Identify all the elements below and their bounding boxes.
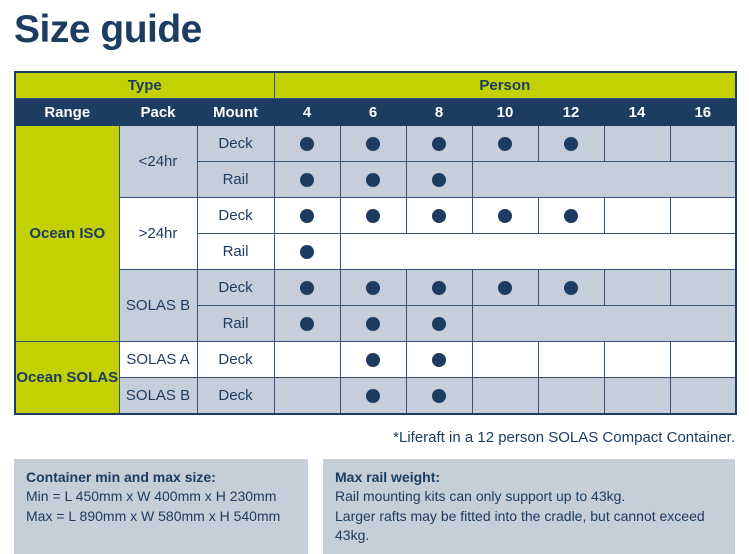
table-row: SOLAS B Deck bbox=[15, 377, 737, 415]
footnote: *Liferaft in a 12 person SOLAS Compact C… bbox=[393, 428, 735, 446]
pack-cell: <24hr bbox=[118, 125, 198, 199]
dot-cell bbox=[273, 377, 341, 415]
dot-cell bbox=[339, 305, 407, 343]
table-row: Rail bbox=[15, 305, 737, 343]
dot-cell bbox=[339, 377, 407, 415]
person-col-header-14: 14 bbox=[603, 98, 671, 127]
empty-merged-cell bbox=[471, 161, 737, 199]
container-min-size: Min = L 450mm x W 400mm x H 230mm bbox=[26, 488, 277, 505]
empty-merged-cell bbox=[339, 233, 737, 271]
max-rail-weight-heading: Max rail weight: bbox=[335, 468, 441, 485]
dot-cell bbox=[339, 341, 407, 379]
dot-cell bbox=[603, 269, 671, 307]
pack-cell: >24hr bbox=[118, 197, 198, 271]
table-row: Rail bbox=[15, 161, 737, 199]
page-title: Size guide bbox=[14, 8, 202, 51]
dot-cell bbox=[537, 125, 605, 163]
dot-cell bbox=[537, 377, 605, 415]
dot-cell bbox=[339, 269, 407, 307]
container-size-heading: Container min and max size: bbox=[26, 468, 216, 485]
person-col-header-4: 4 bbox=[273, 98, 341, 127]
dot-cell bbox=[669, 341, 737, 379]
dot-cell bbox=[405, 161, 473, 199]
dot-cell bbox=[273, 125, 341, 163]
dot-cell bbox=[537, 341, 605, 379]
dot-cell bbox=[273, 305, 341, 343]
mount-cell: Deck bbox=[196, 341, 275, 379]
size-guide-table: Type Person Range Pack Mount 4 6 8 10 12… bbox=[14, 70, 738, 415]
range-cell-ocean-iso: Ocean ISO bbox=[14, 125, 120, 343]
dot-cell bbox=[405, 305, 473, 343]
dot-cell bbox=[471, 197, 539, 235]
dot-cell bbox=[471, 377, 539, 415]
dot-cell bbox=[339, 161, 407, 199]
dot-cell bbox=[603, 377, 671, 415]
table-row: SOLAS B Deck bbox=[15, 269, 737, 343]
table-row: Ocean SOLAS SOLAS A Deck bbox=[14, 341, 737, 415]
pack-cell: SOLAS A bbox=[118, 341, 198, 379]
table-row: Rail bbox=[15, 233, 737, 271]
dot-cell bbox=[273, 161, 341, 199]
mount-cell: Deck bbox=[196, 125, 275, 163]
dot-cell bbox=[405, 197, 473, 235]
dot-cell bbox=[669, 197, 737, 235]
group-header-row: Type Person bbox=[14, 71, 737, 100]
col-header-range: Range bbox=[14, 98, 120, 127]
dot-cell bbox=[537, 197, 605, 235]
dot-cell bbox=[537, 269, 605, 307]
container-max-size: Max = L 890mm x W 580mm x H 540mm bbox=[26, 507, 281, 524]
container-size-info-box: Container min and max size: Min = L 450m… bbox=[14, 458, 308, 554]
person-col-header-12: 12 bbox=[537, 98, 605, 127]
rail-weight-line-2: Larger rafts may be fitted into the crad… bbox=[335, 507, 705, 543]
table-row: >24hr Deck bbox=[15, 197, 737, 271]
info-boxes-row: Container min and max size: Min = L 450m… bbox=[14, 458, 735, 554]
dot-cell bbox=[471, 341, 539, 379]
dot-cell bbox=[339, 125, 407, 163]
dot-cell bbox=[669, 377, 737, 415]
mount-cell: Deck bbox=[196, 197, 275, 235]
dot-cell bbox=[669, 269, 737, 307]
rail-weight-line-1: Rail mounting kits can only support up t… bbox=[335, 488, 626, 505]
dot-cell bbox=[273, 233, 341, 271]
dot-cell bbox=[339, 197, 407, 235]
dot-cell bbox=[405, 269, 473, 307]
mount-cell: Rail bbox=[196, 161, 275, 199]
pack-cell: SOLAS B bbox=[118, 377, 198, 415]
dot-cell bbox=[471, 125, 539, 163]
dot-cell bbox=[603, 341, 671, 379]
dot-cell bbox=[273, 197, 341, 235]
mount-cell: Deck bbox=[196, 269, 275, 307]
person-col-header-10: 10 bbox=[471, 98, 539, 127]
pack-cell: SOLAS B bbox=[118, 269, 198, 343]
dot-cell bbox=[273, 269, 341, 307]
range-cell-ocean-solas: Ocean SOLAS bbox=[14, 341, 120, 415]
mount-cell: Rail bbox=[196, 305, 275, 343]
dot-cell bbox=[273, 341, 341, 379]
dot-cell bbox=[669, 125, 737, 163]
table-row: Ocean ISO <24hr Deck bbox=[14, 125, 737, 343]
person-col-header-8: 8 bbox=[405, 98, 473, 127]
dot-cell bbox=[603, 125, 671, 163]
dot-cell bbox=[405, 341, 473, 379]
person-header-cell: Person bbox=[273, 71, 737, 100]
dot-cell bbox=[405, 377, 473, 415]
column-header-row: Range Pack Mount 4 6 8 10 12 14 16 bbox=[14, 98, 737, 127]
dot-cell bbox=[471, 269, 539, 307]
dot-cell bbox=[405, 125, 473, 163]
dot-cell bbox=[603, 197, 671, 235]
mount-cell: Rail bbox=[196, 233, 275, 271]
col-header-mount: Mount bbox=[196, 98, 275, 127]
empty-merged-cell bbox=[471, 305, 737, 343]
type-header-cell: Type bbox=[14, 71, 275, 100]
person-col-header-6: 6 bbox=[339, 98, 407, 127]
max-rail-weight-info-box: Max rail weight: Rail mounting kits can … bbox=[323, 458, 735, 554]
mount-cell: Deck bbox=[196, 377, 275, 415]
col-header-pack: Pack bbox=[118, 98, 198, 127]
person-col-header-16: 16 bbox=[669, 98, 737, 127]
